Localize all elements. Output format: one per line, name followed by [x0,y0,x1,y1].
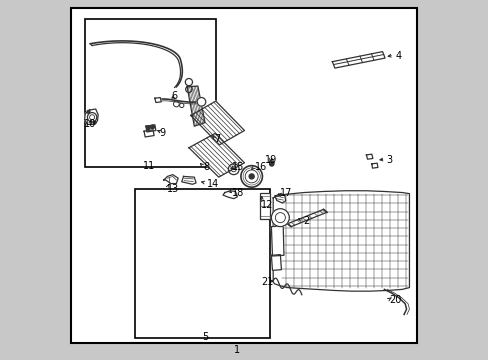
Text: 14: 14 [206,179,219,189]
Circle shape [93,121,96,124]
Bar [260,193,269,220]
Polygon shape [84,109,98,125]
Polygon shape [187,86,204,126]
Text: 3: 3 [386,155,391,165]
Polygon shape [145,125,156,132]
Circle shape [271,209,289,226]
Text: 10: 10 [83,120,96,129]
Bar [85,19,215,167]
Polygon shape [144,130,154,137]
Circle shape [249,174,254,179]
Polygon shape [190,101,244,145]
Polygon shape [271,226,284,256]
Text: 2: 2 [303,216,309,226]
Text: 6: 6 [171,91,177,101]
Polygon shape [182,176,196,184]
Polygon shape [223,191,237,199]
Polygon shape [366,154,372,159]
Polygon shape [271,255,281,270]
Polygon shape [287,210,326,226]
Circle shape [269,162,273,166]
Text: 16: 16 [255,162,267,172]
Text: 21: 21 [261,277,273,287]
Polygon shape [332,51,384,68]
Text: 1: 1 [234,345,240,355]
Text: 8: 8 [203,162,209,172]
Text: 12: 12 [260,200,272,210]
Text: 13: 13 [167,184,179,194]
Polygon shape [273,191,408,291]
Circle shape [151,125,154,129]
Circle shape [197,98,205,106]
Text: 4: 4 [394,51,401,61]
Text: 19: 19 [264,155,277,165]
Polygon shape [155,98,161,103]
Polygon shape [274,194,285,203]
Polygon shape [371,163,377,168]
Circle shape [241,166,262,187]
Text: 5: 5 [202,332,208,342]
Text: 15: 15 [231,162,244,172]
Text: 18: 18 [231,188,244,198]
Text: 20: 20 [389,295,401,305]
Polygon shape [163,175,178,184]
Polygon shape [269,159,273,165]
Circle shape [146,126,150,130]
Text: 9: 9 [159,129,165,138]
Polygon shape [188,134,244,177]
Text: 11: 11 [143,161,155,171]
Circle shape [87,111,90,113]
Text: 17: 17 [280,188,292,198]
Circle shape [228,164,239,175]
Bar [135,189,269,338]
Text: 7: 7 [214,134,220,144]
